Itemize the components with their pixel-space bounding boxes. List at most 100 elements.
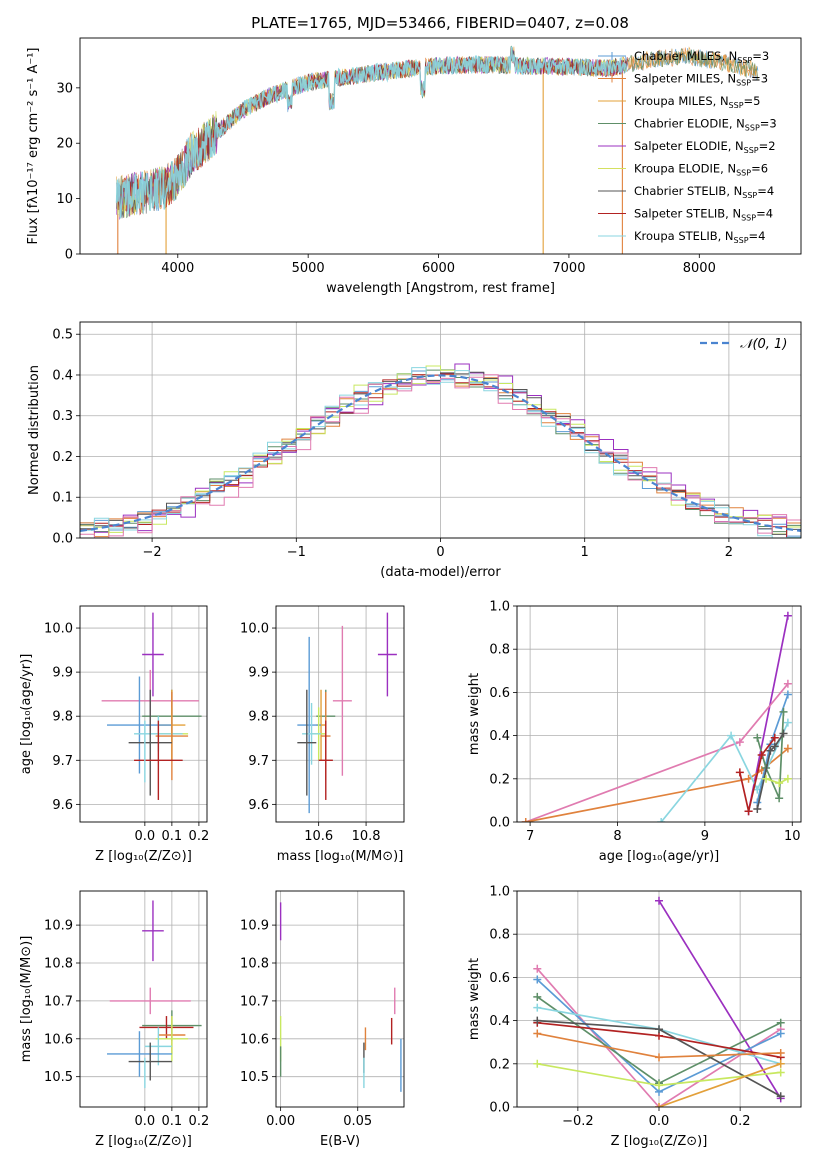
y-tick-label: 0.8: [489, 928, 510, 943]
age-vs-metallicity-panel: 0.0 0.1 0.2 9.6 9.7 9.8 9.9 10.0 Z [log₁₀(Z/Z⊙)]…: [19, 605, 209, 864]
y-tick-label: 0.2: [52, 450, 73, 465]
spectrum-line-9: [115, 46, 628, 219]
y-tick-label: 10.7: [44, 994, 73, 1009]
weight-line-7: [738, 737, 776, 812]
weight-marker: [783, 679, 792, 688]
x-tick-label: 0.0: [135, 1114, 156, 1129]
weight-marker: [533, 992, 542, 1001]
weight-marker: [655, 1103, 663, 1107]
weight-marker: [776, 1092, 785, 1101]
x-axis-label: Z [log₁₀(Z/Z⊙)]: [611, 1134, 708, 1149]
weight-marker: [753, 733, 762, 742]
x-tick-label: −0.2: [562, 1114, 594, 1129]
histogram-5: [80, 365, 801, 535]
x-tick-label: 8: [613, 829, 621, 844]
weight-marker: [533, 1059, 542, 1068]
x-tick-label: 0.2: [189, 1114, 210, 1129]
x-tick-label: 0.0: [135, 829, 156, 844]
y-tick-label: 10.0: [44, 622, 73, 637]
axes-frame: [79, 890, 208, 1108]
legend-label: Chabrier MILES, NSSP=3: [634, 49, 769, 65]
massweight-vs-metallicity-panel: −0.2 0.0 0.2 0.0 0.2 0.4 0.6 0.8 1.0 Z [log₁₀(Z/Z…: [467, 885, 802, 1149]
x-axis-label: wavelength [Angstrom, rest frame]: [326, 281, 555, 296]
y-axis-label: Flux [fλ10⁻¹⁷ erg cm⁻² s⁻¹ A⁻¹]: [26, 48, 41, 245]
y-tick-label: 0.1: [52, 491, 73, 506]
weight-line-1: [747, 615, 789, 812]
weight-line-4: [660, 722, 789, 822]
plot-area: [115, 45, 759, 254]
y-tick-label: 0.0: [489, 1101, 510, 1116]
plot-area: [279, 902, 402, 1092]
y-axis-label: mass weight: [467, 673, 482, 755]
legend-label: Kroupa STELIB, NSSP=4: [634, 229, 765, 245]
y-tick-label: 10.6: [44, 1032, 73, 1047]
y-tick-label: 9.9: [248, 666, 269, 681]
axes-frame: [275, 890, 405, 1108]
x-tick-label: 0.00: [266, 1114, 295, 1129]
x-axis-label: Z [log₁₀(Z/Z⊙)]: [95, 849, 192, 864]
axes-frame: [516, 605, 802, 823]
x-tick-label: 7: [526, 829, 534, 844]
weight-marker: [533, 1016, 542, 1025]
weight-marker: [783, 611, 792, 620]
weight-marker: [779, 707, 788, 716]
y-tick-label: 1.0: [489, 600, 510, 615]
y-tick-label: 0.0: [489, 816, 510, 831]
y-tick-label: 9.7: [248, 754, 269, 769]
y-tick-label: 9.8: [248, 710, 269, 725]
legend-label: Salpeter ELODIE, NSSP=2: [634, 139, 776, 155]
weight-marker: [521, 818, 530, 822]
x-tick-label: −1: [287, 545, 306, 560]
y-tick-label: 10.0: [240, 622, 269, 637]
weight-marker: [783, 690, 792, 699]
y-tick-label: 10.8: [240, 957, 269, 972]
weight-marker: [655, 896, 663, 905]
y-tick-label: 20: [56, 137, 73, 152]
weight-marker: [770, 733, 779, 742]
weight-marker: [533, 1003, 542, 1012]
y-tick-label: 0.4: [52, 368, 73, 383]
histogram-8: [80, 367, 801, 538]
x-tick-label: 0.1: [162, 829, 183, 844]
y-axis-label: mass [log₁₀(M/M⊙)]: [19, 936, 34, 1063]
weight-marker: [727, 731, 736, 740]
weight-marker: [779, 729, 788, 738]
histogram-9: [80, 374, 801, 538]
weight-line-2: [525, 683, 789, 822]
y-tick-label: 0: [65, 248, 73, 263]
plot-area: [107, 900, 202, 1089]
y-tick-label: 0.2: [489, 772, 510, 787]
x-tick-label: 1: [581, 545, 589, 560]
y-tick-label: 0.4: [489, 1014, 510, 1029]
y-tick-label: 10.8: [44, 957, 73, 972]
residuals-panel: −2 −1 0 1 2 0.0 0.1 0.2 0.3 0.4 0.5 (data-model)/er…: [27, 321, 802, 580]
weight-marker: [533, 975, 542, 984]
x-axis-label: age [log₁₀(age/yr)]: [599, 849, 720, 864]
x-axis-label: (data-model)/error: [380, 565, 501, 580]
y-tick-label: 30: [56, 81, 73, 96]
y-tick-label: 0.6: [489, 686, 510, 701]
mass-vs-ebv-panel: 0.00 0.05 10.5 10.6 10.7 10.8 10.9 E(B-V): [240, 890, 405, 1149]
x-tick-label: 6000: [422, 261, 455, 276]
spectrum-panel: 4000 5000 6000 7000 8000 0 10 20 30 wavelength [A…: [26, 37, 802, 296]
weight-marker: [533, 964, 542, 973]
y-tick-label: 0.4: [489, 729, 510, 744]
figure-title: PLATE=1765, MJD=53466, FIBERID=0407, z=0…: [251, 14, 629, 32]
weight-marker: [655, 1053, 663, 1062]
y-tick-label: 0.8: [489, 643, 510, 658]
plot-area: [101, 612, 202, 800]
y-tick-label: 0.3: [52, 409, 73, 424]
y-tick-label: 10.9: [240, 919, 269, 934]
axes-frame: [79, 37, 802, 255]
y-tick-label: 9.6: [52, 798, 73, 813]
y-tick-label: 9.7: [52, 754, 73, 769]
y-tick-label: 1.0: [489, 885, 510, 900]
x-tick-label: 0.2: [730, 1114, 751, 1129]
weight-line-3: [525, 747, 789, 822]
weight-marker: [735, 768, 744, 777]
legend-label: Kroupa ELODIE, NSSP=6: [634, 162, 768, 178]
weight-marker: [770, 742, 779, 751]
weight-marker: [776, 1029, 785, 1038]
y-axis-label: Normed distribution: [27, 365, 42, 495]
legend-label: Chabrier STELIB, NSSP=4: [634, 184, 774, 200]
